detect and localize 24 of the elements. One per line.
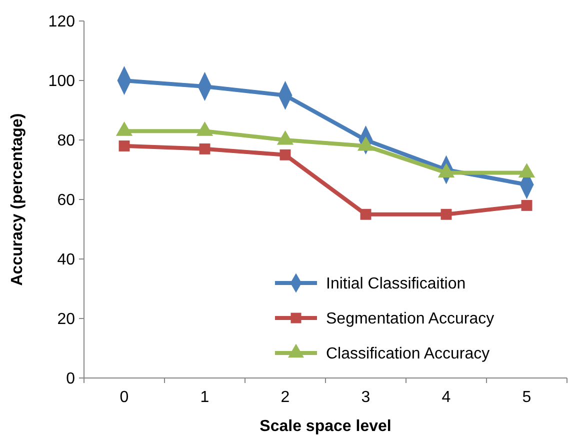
y-tick-label: 60 — [57, 192, 76, 210]
x-tick-label: 1 — [200, 389, 210, 406]
y-tick-label: 20 — [57, 311, 76, 328]
y-tick-label: 0 — [66, 370, 76, 388]
x-tick-label: 2 — [280, 389, 290, 406]
legend-label: Segmentation Accuracy — [326, 310, 494, 328]
legend-label: Initial Classificaition — [326, 276, 466, 293]
point — [280, 149, 291, 160]
y-tick-label: 120 — [48, 14, 76, 31]
point — [199, 143, 210, 154]
y-tick-label: 100 — [48, 73, 76, 90]
y-axis-title: Accuracy (percentage) — [9, 113, 26, 286]
x-axis-title: Scale space level — [260, 418, 392, 435]
x-tick-label: 4 — [442, 389, 451, 406]
x-tick-label: 5 — [522, 389, 532, 406]
legend-label: Classification Accuracy — [326, 346, 490, 363]
x-tick-label: 0 — [120, 389, 129, 406]
point — [118, 140, 130, 152]
point — [521, 200, 532, 211]
y-tick-label: 40 — [57, 252, 76, 269]
x-tick-label: 3 — [361, 389, 370, 406]
point — [360, 208, 372, 220]
point — [440, 208, 452, 220]
y-tick-label: 80 — [57, 132, 76, 150]
